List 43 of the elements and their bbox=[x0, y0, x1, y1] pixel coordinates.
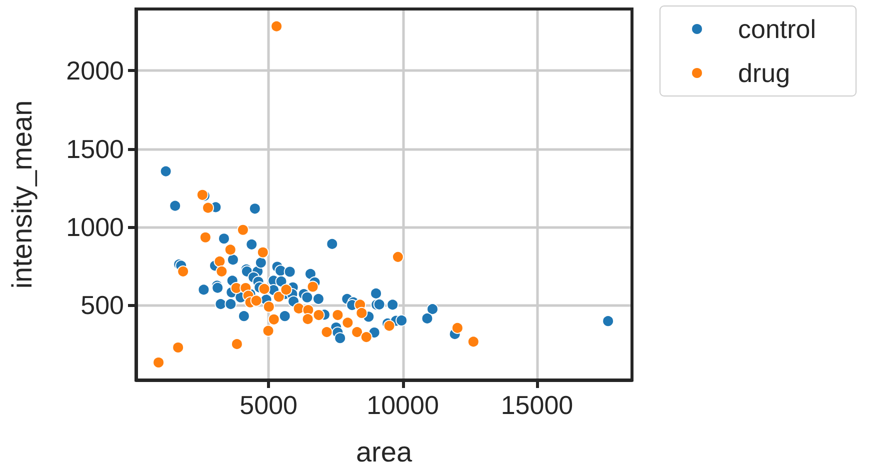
point bbox=[152, 356, 165, 368]
point bbox=[216, 265, 228, 278]
point bbox=[312, 309, 325, 322]
point bbox=[256, 246, 269, 258]
point bbox=[202, 202, 214, 214]
legend-label: control bbox=[738, 14, 816, 44]
y-axis-title: intensity_mean bbox=[6, 100, 38, 289]
y-tick-label: 500 bbox=[80, 290, 124, 320]
point bbox=[451, 322, 464, 334]
point bbox=[467, 336, 480, 348]
x-tick-label: 15000 bbox=[500, 390, 574, 420]
point bbox=[236, 224, 249, 236]
y-tick-label: 1000 bbox=[66, 212, 124, 242]
point bbox=[392, 250, 404, 263]
point bbox=[258, 282, 270, 295]
point bbox=[351, 326, 364, 338]
point bbox=[280, 284, 292, 296]
point bbox=[383, 320, 396, 332]
point bbox=[177, 265, 190, 278]
y-tick-label: 1500 bbox=[66, 134, 124, 164]
legend-label: drug bbox=[738, 58, 790, 88]
point bbox=[306, 280, 319, 293]
point bbox=[332, 309, 344, 322]
point bbox=[214, 255, 226, 268]
point bbox=[262, 324, 274, 337]
x-tick-label: 10000 bbox=[366, 390, 439, 420]
point bbox=[268, 313, 280, 326]
point bbox=[360, 331, 372, 344]
point bbox=[250, 294, 262, 307]
point bbox=[320, 326, 333, 338]
x-axis-title: area bbox=[356, 436, 412, 468]
point bbox=[272, 290, 285, 303]
point bbox=[342, 316, 354, 329]
point bbox=[172, 342, 184, 354]
point bbox=[224, 244, 236, 256]
y-tick-label: 2000 bbox=[66, 56, 124, 86]
point bbox=[230, 338, 243, 350]
point bbox=[199, 231, 212, 244]
x-tick-label: 5000 bbox=[240, 390, 298, 420]
point bbox=[270, 20, 283, 32]
point bbox=[302, 313, 314, 326]
point bbox=[356, 306, 368, 319]
point bbox=[262, 300, 275, 313]
